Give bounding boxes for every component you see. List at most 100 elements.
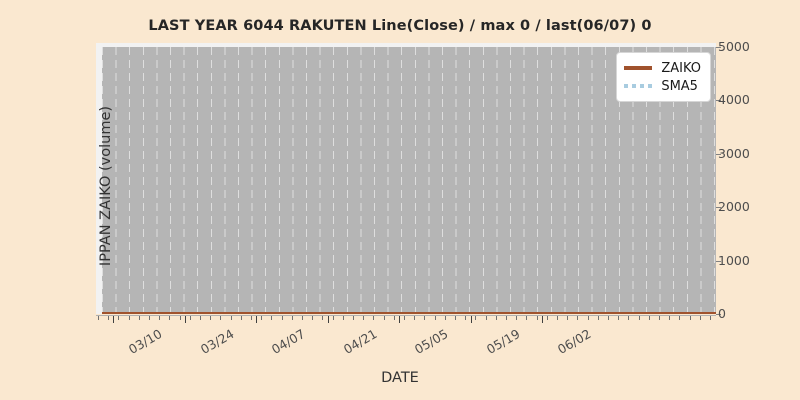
x-tick-mark-minor	[455, 316, 456, 320]
gridlines	[102, 47, 716, 314]
x-tick-mark-minor	[189, 316, 191, 320]
x-tick-label: 03/24	[197, 326, 237, 358]
y-tick-mark	[716, 260, 721, 262]
legend-item-sma5[interactable]: SMA5	[624, 77, 701, 95]
x-tick-mark-minor	[465, 316, 467, 320]
x-tick-mark-minor	[710, 316, 711, 320]
x-tick-mark-minor	[342, 316, 344, 320]
x-tick-mark-minor	[230, 316, 232, 320]
x-tick-mark-major	[327, 316, 329, 323]
x-tick-mark-minor	[302, 316, 303, 320]
legend-swatch-sma5	[624, 84, 653, 88]
legend[interactable]: ZAIKO SMA5	[616, 52, 711, 102]
x-tick-mark-minor	[648, 316, 650, 320]
x-tick-mark-minor	[383, 316, 385, 320]
x-tick-mark-minor	[179, 316, 181, 320]
x-tick-label: 04/21	[340, 326, 380, 358]
x-tick-label: 05/05	[411, 326, 451, 358]
y-tick-label: 5000	[718, 39, 750, 54]
x-tick-mark-minor	[689, 316, 691, 320]
x-tick-mark-minor	[240, 316, 242, 320]
x-tick-mark-minor	[597, 316, 599, 320]
y-tick-label: 1000	[718, 252, 750, 268]
x-tick-mark-minor	[322, 316, 324, 320]
y-tick-label: 0	[718, 306, 726, 321]
x-axis-spine	[96, 315, 716, 316]
x-tick-mark-minor	[312, 316, 314, 320]
x-tick-mark-minor	[659, 316, 660, 320]
x-tick-mark-minor	[332, 316, 334, 320]
x-tick-mark-minor	[128, 316, 130, 320]
x-tick-mark-minor	[138, 316, 140, 320]
x-tick-label: 04/07	[268, 326, 308, 358]
legend-label-sma5: SMA5	[661, 78, 698, 94]
x-axis-label: DATE	[381, 370, 419, 386]
x-tick-mark-minor	[669, 316, 671, 320]
x-tick-mark-minor	[506, 316, 507, 320]
axes-frame: ZAIKO SMA5	[96, 43, 716, 314]
x-tick-mark-major	[256, 316, 258, 323]
x-tick-mark-minor	[536, 316, 538, 320]
y-tick-mark	[716, 207, 721, 209]
x-tick-mark-minor	[291, 316, 293, 320]
y-axis-label: IPPAN ZAIKO (volume)	[98, 105, 114, 267]
x-tick-mark-minor	[373, 316, 375, 320]
x-tick-mark-minor	[628, 316, 630, 320]
plot-area: ZAIKO SMA5	[102, 47, 716, 314]
x-tick-mark-minor	[210, 316, 212, 320]
x-tick-mark-major	[470, 316, 472, 323]
x-tick-mark-minor	[679, 316, 681, 320]
chart-title: LAST YEAR 6044 RAKUTEN Line(Close) / max…	[148, 18, 652, 34]
x-tick-mark-minor	[271, 316, 273, 320]
y-tick-label: 4000	[718, 92, 750, 108]
x-tick-mark-major	[399, 316, 401, 323]
x-tick-mark-minor	[200, 316, 201, 320]
y-tick-mark	[716, 47, 721, 48]
x-tick-mark-minor	[516, 316, 518, 320]
x-tick-mark-major	[542, 316, 544, 323]
legend-item-zaiko[interactable]: ZAIKO	[624, 59, 701, 77]
series-line-zaiko	[102, 312, 716, 314]
x-tick-mark-minor	[557, 316, 558, 320]
x-tick-label: 05/19	[483, 326, 523, 358]
x-tick-mark-minor	[638, 316, 640, 320]
x-tick-mark-major	[113, 316, 115, 323]
x-tick-mark-minor	[495, 316, 497, 320]
legend-label-zaiko: ZAIKO	[661, 60, 701, 76]
x-tick-mark-minor	[149, 316, 150, 320]
x-tick-label: 03/10	[125, 326, 165, 358]
x-tick-mark-minor	[169, 316, 171, 320]
x-tick-mark-minor	[567, 316, 569, 320]
x-tick-mark-minor	[363, 316, 365, 320]
x-tick-mark-major	[184, 316, 186, 323]
x-tick-mark-minor	[434, 316, 436, 320]
y-tick-mark	[716, 153, 721, 155]
x-tick-mark-minor	[577, 316, 579, 320]
x-tick-mark-minor	[608, 316, 609, 320]
x-tick-mark-minor	[393, 316, 395, 320]
x-tick-mark-minor	[251, 316, 252, 320]
legend-swatch-zaiko	[624, 66, 653, 70]
x-tick-mark-minor	[587, 316, 589, 320]
x-tick-mark-minor	[159, 316, 161, 320]
y-tick-mark	[716, 314, 721, 315]
x-tick-mark-minor	[118, 316, 120, 320]
x-tick-mark-minor	[699, 316, 701, 320]
x-tick-mark-minor	[546, 316, 548, 320]
x-tick-mark-minor	[485, 316, 487, 320]
x-tick-mark-minor	[281, 316, 283, 320]
y-tick-label: 3000	[718, 145, 750, 161]
x-tick-mark-minor	[220, 316, 222, 320]
x-tick-mark-minor	[404, 316, 405, 320]
x-tick-mark-minor	[414, 316, 416, 320]
x-tick-mark-minor	[108, 316, 110, 320]
x-tick-mark-minor	[261, 316, 263, 320]
x-tick-mark-minor	[424, 316, 426, 320]
x-tick-mark-minor	[353, 316, 354, 320]
x-tick-mark-minor	[444, 316, 446, 320]
x-tick-mark-minor	[526, 316, 528, 320]
y-tick-mark	[716, 100, 721, 102]
x-tick-mark-minor	[475, 316, 477, 320]
y-tick-label: 2000	[718, 199, 750, 215]
